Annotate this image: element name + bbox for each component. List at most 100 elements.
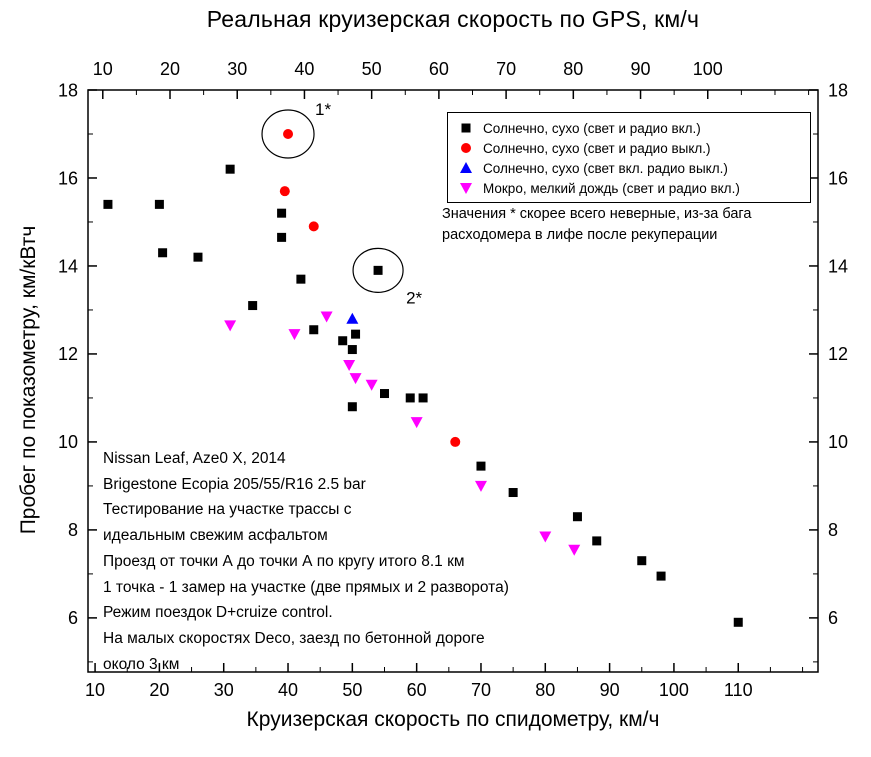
y-tick-label: 14 [828, 256, 848, 276]
annotation-label: 1* [315, 100, 331, 119]
legend: Солнечно, сухо (свет и радио вкл.) Солнеч… [447, 112, 811, 203]
y-tick-label: 8 [828, 520, 838, 540]
legend-marker-circle-icon [461, 143, 471, 153]
legend-marker-triangle-down-icon [460, 183, 472, 194]
legend-item: Солнечно, сухо (свет и радио выкл.) [458, 138, 802, 158]
legend-item-label: Солнечно, сухо (свет вкл. радио выкл.) [483, 160, 728, 176]
data-point [733, 617, 743, 627]
legend-item-label: Солнечно, сухо (свет и радио вкл.) [483, 120, 701, 136]
data-point [224, 320, 237, 332]
y-tick-label: 12 [828, 344, 848, 364]
x-tick-label: 80 [535, 680, 555, 700]
annotation-1: 1* [261, 100, 331, 159]
data-point [410, 417, 423, 429]
y-tick-label: 18 [58, 80, 78, 100]
annotation-label: 2* [406, 288, 422, 307]
data-point [288, 329, 301, 341]
asterisk-note: Значения * скорее всего неверные, из-за … [442, 206, 752, 244]
data-point [193, 252, 203, 262]
x-tick-label: 60 [429, 59, 449, 79]
data-point [460, 183, 472, 194]
x-tick-label: 60 [407, 680, 427, 700]
data-point [373, 265, 383, 275]
x-tick-label: 20 [160, 59, 180, 79]
x-tick-label: 70 [496, 59, 516, 79]
data-point [539, 531, 552, 543]
series-circle [279, 128, 461, 447]
y-tick-label: 10 [58, 432, 78, 452]
y-axis-left: 6 8 10 12 14 16 18 [58, 80, 97, 663]
x-axis-bottom: 10 20 30 40 50 60 70 80 90 100 110 [85, 663, 804, 700]
data-point [656, 571, 666, 581]
plot-frame [87, 89, 819, 673]
x-tick-label: 50 [342, 680, 362, 700]
legend-item: Мокро, мелкий дождь (свет и радио вкл.) [458, 178, 802, 198]
data-point [351, 329, 361, 339]
legend-marker-square-icon [461, 123, 471, 133]
data-point [380, 389, 390, 399]
x-tick-label: 50 [362, 59, 382, 79]
data-point [476, 461, 486, 471]
data-point [508, 488, 518, 498]
data-point [572, 512, 582, 522]
annotation-2: 2* [352, 247, 423, 307]
data-point [349, 373, 362, 385]
series-triangle-up [346, 312, 359, 324]
data-point [460, 162, 472, 173]
x-tick-label: 80 [563, 59, 583, 79]
data-point [158, 248, 168, 258]
y-axis-right: 6 8 10 12 14 16 18 [809, 80, 848, 663]
x-axis-top: 10 20 30 40 50 60 70 80 90 100 [93, 59, 810, 99]
y-tick-label: 14 [58, 256, 78, 276]
x-tick-label: 10 [93, 59, 113, 79]
data-point [279, 186, 290, 197]
x-tick-label: 90 [600, 680, 620, 700]
data-point [365, 379, 378, 391]
data-point [405, 393, 415, 403]
x-tick-label: 70 [471, 680, 491, 700]
x-tick-label: 40 [294, 59, 314, 79]
data-point [309, 325, 319, 335]
x-tick-label: 100 [693, 59, 723, 79]
legend-item-label: Солнечно, сухо (свет и радио выкл.) [483, 140, 711, 156]
x-tick-label: 100 [659, 680, 689, 700]
data-point [248, 301, 258, 311]
legend-item: Солнечно, сухо (свет и радио вкл.) [458, 118, 802, 138]
data-point [474, 480, 487, 492]
data-point [346, 312, 359, 324]
x-tick-label: 90 [631, 59, 651, 79]
data-point [347, 402, 357, 412]
data-point [277, 208, 287, 218]
data-point [343, 359, 356, 371]
x-tick-label: 20 [149, 680, 169, 700]
series-square [103, 164, 743, 627]
bottom-axis-title: Круизерская скорость по спидометру, км/ч [246, 708, 660, 731]
data-point [450, 436, 461, 447]
x-tick-label: 40 [278, 680, 298, 700]
data-point [568, 544, 581, 556]
y-tick-label: 18 [828, 80, 848, 100]
y-tick-label: 8 [68, 520, 78, 540]
test-conditions-note: Nissan Leaf, Aze0 X, 2014 Brigestone Eco… [103, 450, 509, 673]
legend-item-label: Мокро, мелкий дождь (свет и радио вкл.) [483, 180, 740, 196]
x-tick-label: 10 [85, 680, 105, 700]
y-tick-label: 16 [828, 168, 848, 188]
data-point [418, 393, 428, 403]
data-point [103, 199, 113, 209]
left-axis-title: Пробег по показометру, км/кВтч [17, 225, 40, 535]
data-point [338, 336, 348, 346]
y-tick-label: 12 [58, 344, 78, 364]
legend-item: Солнечно, сухо (свет вкл. радио выкл.) [458, 158, 802, 178]
x-tick-label: 30 [227, 59, 247, 79]
data-point [225, 164, 235, 174]
data-point [461, 143, 471, 153]
data-point [283, 128, 294, 139]
annotation-circle [261, 109, 315, 159]
data-point [461, 123, 471, 133]
y-tick-label: 6 [828, 608, 838, 628]
data-point [308, 221, 319, 232]
y-tick-label: 10 [828, 432, 848, 452]
annotation-circle [352, 247, 404, 293]
